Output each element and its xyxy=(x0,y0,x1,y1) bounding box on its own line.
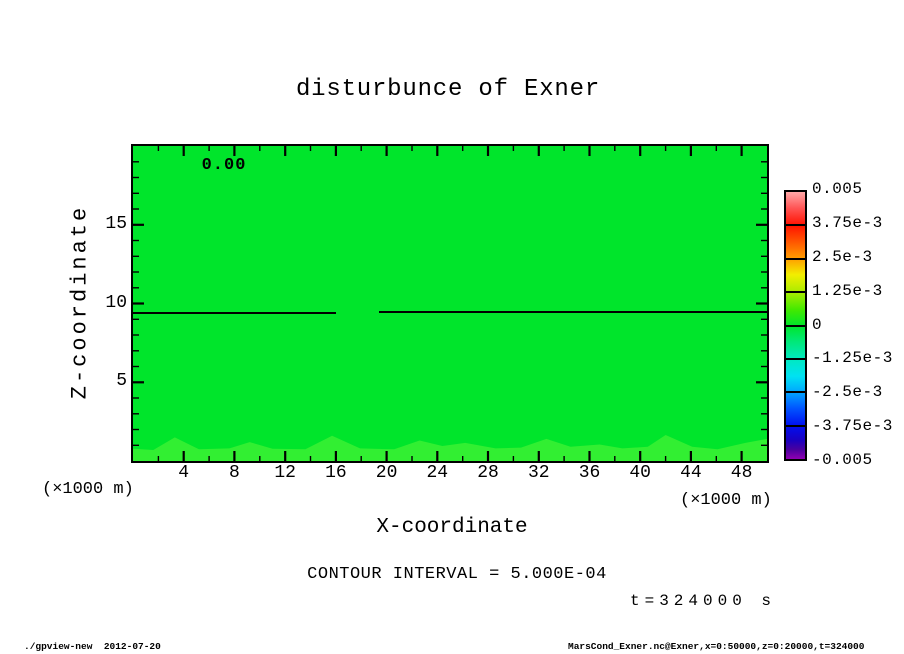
x-axis-title: X-coordinate xyxy=(376,516,528,539)
z-axis-unit: (×1000 m) xyxy=(42,480,134,499)
x-tick-label: 48 xyxy=(730,463,753,483)
colorbar-label: 0 xyxy=(812,315,823,334)
colorbar-tick xyxy=(786,357,805,360)
colorbar-label: 2.5e-3 xyxy=(812,247,873,266)
footer-command: ./gpview-new 2012-07-20 xyxy=(24,641,161,652)
x-tick-label: 20 xyxy=(375,463,398,483)
x-axis-unit: (×1000 m) xyxy=(680,491,772,510)
x-tick-label: 4 xyxy=(178,463,190,483)
x-tick-label: 36 xyxy=(578,463,601,483)
contour-field-svg xyxy=(133,146,767,461)
colorbar-label: -0.005 xyxy=(812,451,873,469)
x-tick-label: 24 xyxy=(426,463,449,483)
colorbar-label: -3.75e-3 xyxy=(812,417,893,436)
zero-contour-label: 0.00 xyxy=(201,156,247,175)
contour-interval-note: CONTOUR INTERVAL = 5.000E-04 xyxy=(307,565,607,584)
colorbar-label: 0.005 xyxy=(812,180,863,198)
x-tick-label: 32 xyxy=(527,463,550,483)
time-annotation: t=324000 s xyxy=(630,592,777,610)
colorbar-tick xyxy=(786,424,805,427)
z-tick-label: 5 xyxy=(116,371,127,392)
x-tick-label: 44 xyxy=(680,463,702,483)
plot-area xyxy=(131,144,769,463)
x-tick-label: 8 xyxy=(228,463,240,483)
x-tick-label: 28 xyxy=(477,463,499,483)
colorbar-label: 3.75e-3 xyxy=(812,213,883,232)
colorbar-label: -2.5e-3 xyxy=(812,383,883,402)
colorbar-label: 1.25e-3 xyxy=(812,281,883,300)
footer-datasource: MarsCond_Exner.nc@Exner,x=0:50000,z=0:20… xyxy=(568,641,865,652)
x-tick-label: 40 xyxy=(629,463,651,483)
x-tick-label: 16 xyxy=(325,463,347,483)
colorbar-tick xyxy=(786,391,805,394)
colorbar-tick xyxy=(786,324,805,327)
z-tick-label: 10 xyxy=(105,292,127,313)
colorbar-tick xyxy=(786,291,805,294)
colorbar-label: -1.25e-3 xyxy=(812,349,893,368)
colorbar xyxy=(784,190,807,461)
z-tick-label: 15 xyxy=(105,213,127,234)
plot-title: disturbunce of Exner xyxy=(295,76,601,103)
x-tick-label: 12 xyxy=(274,463,296,483)
colorbar-tick xyxy=(786,224,805,227)
colorbar-tick xyxy=(786,257,805,260)
